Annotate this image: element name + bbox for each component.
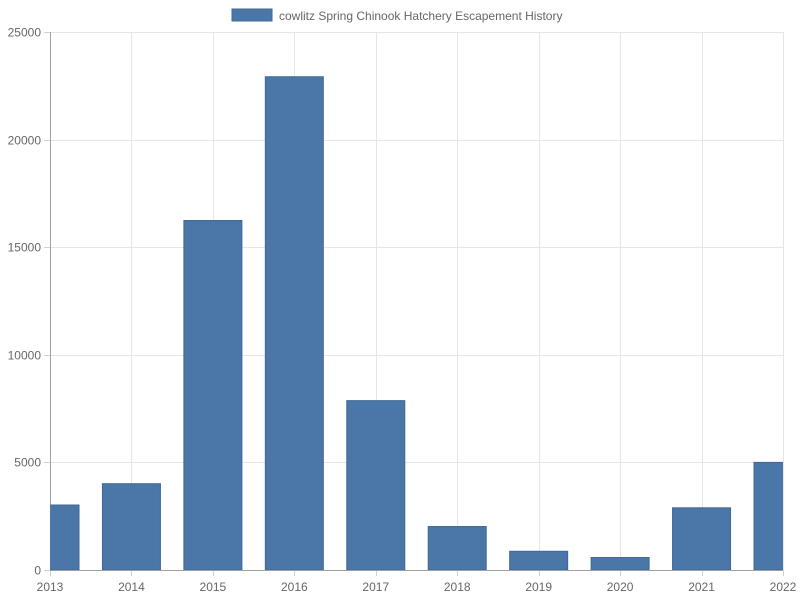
y-tick-label: 10000 — [8, 349, 42, 363]
bar-2016[interactable] — [264, 76, 324, 570]
x-tick-label: 2019 — [525, 580, 552, 594]
x-tick-label: 2016 — [281, 580, 308, 594]
bar-2019[interactable] — [509, 550, 569, 570]
y-tick-label: 15000 — [8, 241, 42, 255]
legend-swatch — [231, 8, 273, 22]
bars — [21, 76, 800, 570]
bar-2020[interactable] — [590, 557, 650, 570]
x-tick-label: 2021 — [688, 580, 715, 594]
bar-2017[interactable] — [346, 400, 406, 570]
y-tick-label: 20000 — [8, 134, 42, 148]
x-tick-label: 2020 — [607, 580, 634, 594]
x-tick-label: 2018 — [444, 580, 471, 594]
axes — [44, 32, 784, 576]
bar-2022[interactable] — [753, 461, 800, 570]
legend[interactable]: cowlitz Spring Chinook Hatchery Escapeme… — [231, 8, 562, 23]
x-tick-label: 2014 — [118, 580, 145, 594]
y-tick-label: 5000 — [14, 456, 41, 470]
gridlines — [50, 32, 784, 570]
x-tick-label: 2022 — [770, 580, 797, 594]
bar-2018[interactable] — [427, 526, 487, 570]
bar-2021[interactable] — [672, 507, 732, 570]
x-tick-label: 2015 — [200, 580, 227, 594]
y-tick-label: 25000 — [8, 26, 42, 40]
legend-label: cowlitz Spring Chinook Hatchery Escapeme… — [279, 9, 562, 23]
y-tick-label: 0 — [34, 564, 41, 578]
x-tick-label: 2017 — [362, 580, 389, 594]
bar-2015[interactable] — [183, 220, 243, 570]
x-tick-labels: 2013 2014 2015 2016 2017 2018 2019 2020 2021 2022 — [37, 580, 797, 594]
y-tick-labels: 0 5000 10000 15000 20000 25000 — [8, 26, 42, 578]
x-tick-label: 2013 — [37, 580, 64, 594]
bar-2013[interactable] — [21, 504, 80, 570]
bar-2014[interactable] — [101, 483, 161, 570]
